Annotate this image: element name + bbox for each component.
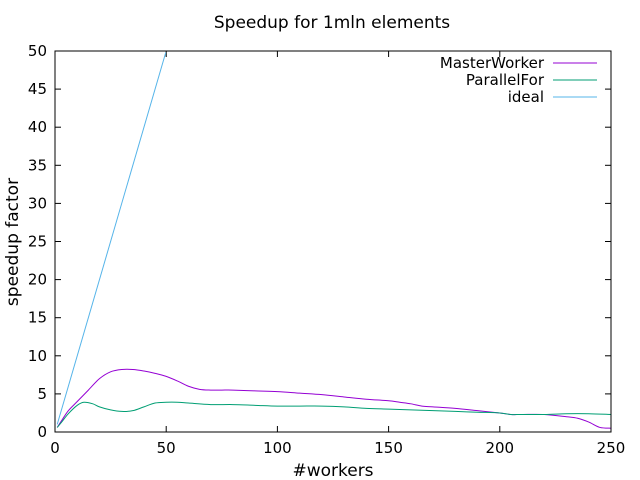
y-tick-label-0: 0 xyxy=(37,423,47,441)
x-axis-label: #workers xyxy=(292,461,373,480)
series-line-ideal xyxy=(56,52,167,425)
x-tick-label-4: 200 xyxy=(485,439,514,457)
x-tick-label-5: 250 xyxy=(597,439,626,457)
y-tick-label-4: 20 xyxy=(28,271,47,289)
y-tick-label-5: 25 xyxy=(28,233,47,251)
y-tick-labels: 0 5 10 15 20 25 30 35 40 45 50 xyxy=(28,42,47,441)
chart-title: Speedup for 1mln elements xyxy=(214,13,450,33)
y-axis-label: speedup factor xyxy=(3,178,23,306)
legend-label-ideal: ideal xyxy=(508,88,544,106)
y-tick-label-8: 40 xyxy=(28,118,47,136)
series-line-masterworker xyxy=(56,368,612,429)
y-tick-label-7: 35 xyxy=(28,156,47,174)
series-line-parallelfor xyxy=(56,401,612,428)
y-tick-label-1: 5 xyxy=(37,385,47,403)
y-tick-label-3: 15 xyxy=(28,309,47,327)
legend-label-parallelfor: ParallelFor xyxy=(466,71,545,89)
legend-label-masterworker: MasterWorker xyxy=(440,54,545,72)
x-tick-label-1: 50 xyxy=(157,439,176,457)
plot-frame xyxy=(54,50,612,433)
tick-marks xyxy=(54,50,612,433)
y-tick-label-6: 30 xyxy=(28,194,47,212)
x-tick-label-3: 150 xyxy=(374,439,403,457)
y-tick-label-9: 45 xyxy=(28,80,47,98)
y-tick-label-2: 10 xyxy=(28,347,47,365)
x-tick-label-2: 100 xyxy=(263,439,292,457)
x-tick-labels: 0 50 100 150 200 250 xyxy=(50,439,625,457)
x-tick-label-0: 0 xyxy=(50,439,60,457)
series-layer xyxy=(56,52,612,429)
y-tick-label-10: 50 xyxy=(28,42,47,60)
